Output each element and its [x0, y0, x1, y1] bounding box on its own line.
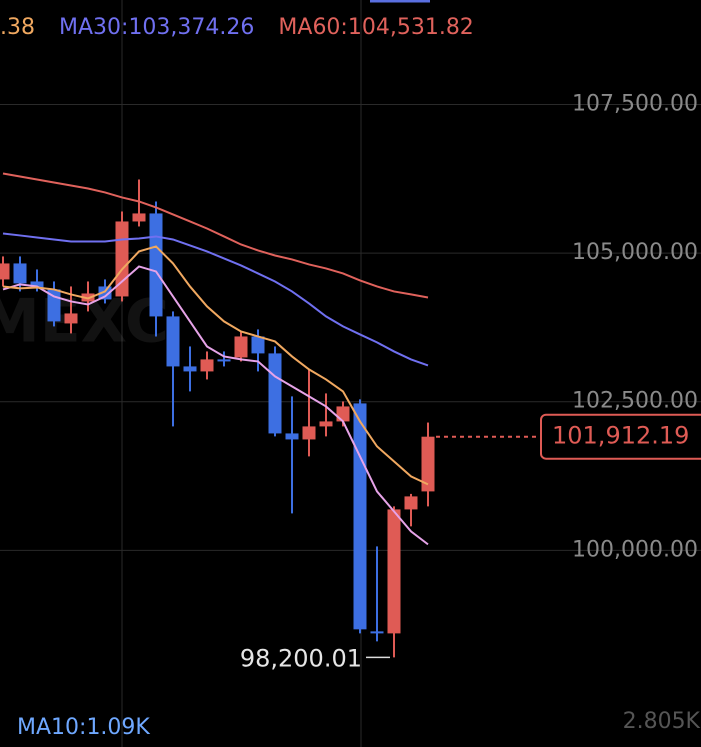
- plot: 100,000.00 102,500.00 105,000.00 107,500.00…: [0, 15, 701, 672]
- candle-body: [404, 496, 418, 510]
- ma-line: [2, 245, 429, 486]
- ma-line: [2, 265, 429, 546]
- candle-body: [251, 336, 265, 354]
- candle-body: [336, 406, 350, 422]
- low-label: 98,200.01: [240, 644, 362, 672]
- candle-body: [149, 213, 163, 317]
- candle-body: [370, 631, 384, 634]
- legend-entry: MA30:103,374.26: [59, 15, 254, 40]
- candle-body: [183, 366, 197, 372]
- candle-body: [13, 263, 27, 284]
- candle-body: [353, 403, 367, 630]
- candle-body: [64, 313, 78, 324]
- candle-body: [234, 336, 248, 358]
- y-tick-label: 105,000.00: [572, 240, 698, 265]
- candle-body: [132, 213, 146, 222]
- y-tick-label: 102,500.00: [572, 389, 698, 414]
- legend-entry: .38: [0, 15, 35, 40]
- volume-max-label: 2.805K: [623, 709, 701, 734]
- ma-line: [2, 232, 429, 367]
- candle-body: [217, 359, 231, 362]
- candle-body: [98, 286, 112, 300]
- candle-body: [302, 426, 316, 440]
- candle-body: [285, 433, 299, 440]
- candle-body: [387, 509, 401, 634]
- candle-body: [421, 436, 435, 492]
- candle-body: [319, 421, 333, 427]
- candle-body: [30, 281, 44, 289]
- candle-body: [268, 353, 282, 434]
- last-price-box: [540, 413, 701, 460]
- candle-body: [200, 359, 214, 372]
- y-tick-label: 100,000.00: [572, 537, 698, 562]
- ma-line: [2, 172, 429, 299]
- legend-entry: MA60:104,531.82: [278, 15, 473, 40]
- volume-ma-label: MA10:1.09K: [17, 715, 150, 740]
- candle-body: [0, 263, 10, 280]
- candle-body: [166, 316, 180, 367]
- last-price-label: 101,912.19: [552, 422, 689, 450]
- y-tick-label: 107,500.00: [572, 91, 698, 116]
